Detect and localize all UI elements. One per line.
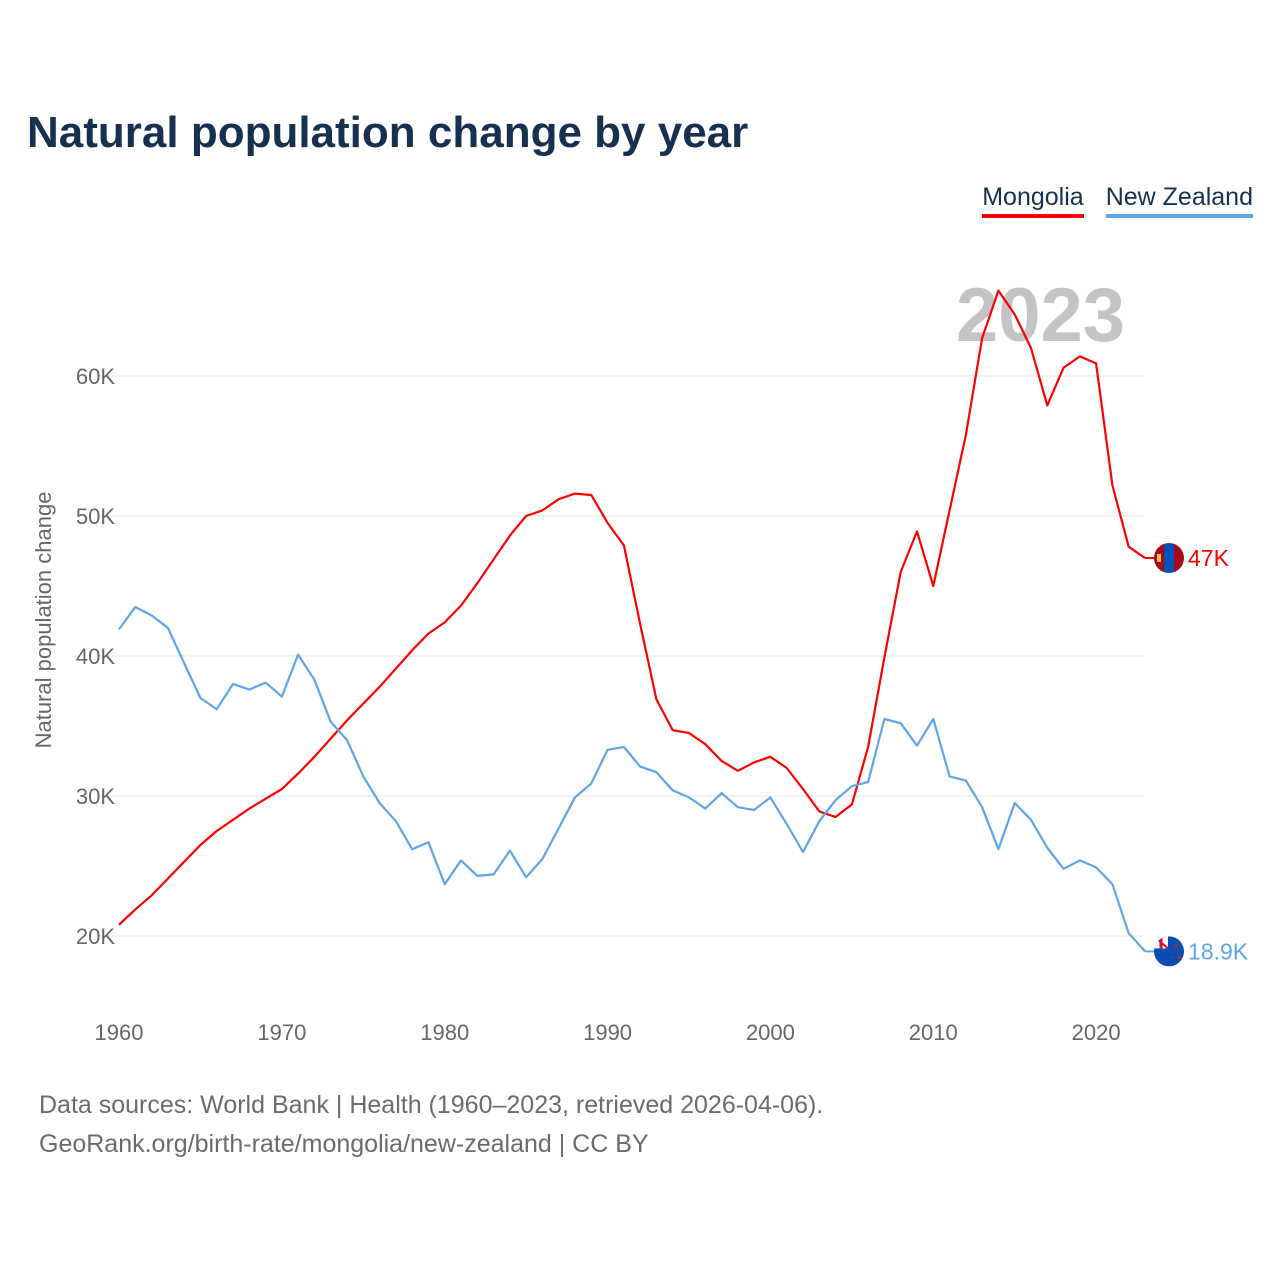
x-tick-label: 1990 [583,1020,632,1045]
y-tick-label: 60K [76,364,115,389]
x-tick-label: 1960 [95,1020,144,1045]
y-axis-title: Natural population change [31,492,56,749]
series-line-mongolia [118,289,1146,926]
y-tick-label: 20K [76,924,115,949]
x-tick-label: 2000 [746,1020,795,1045]
mongolia-flag-icon [1154,543,1184,573]
series-line-new-zealand [118,605,1146,953]
x-tick-label: 2020 [1072,1020,1121,1045]
y-tick-label: 40K [76,644,115,669]
x-tick-label: 1970 [257,1020,306,1045]
data-source-text: Data sources: World Bank | Health (1960–… [39,1091,824,1119]
y-tick-label: 30K [76,784,115,809]
end-value-label: 47K [1188,545,1230,571]
year-watermark: 2023 [956,273,1125,358]
end-value-label: 18.9K [1188,938,1249,964]
attribution-link[interactable]: GeoRank.org/birth-rate/mongolia/new-zeal… [39,1130,649,1158]
legend: Mongolia New Zealand [982,183,1253,218]
chart-title: Natural population change by year [27,108,749,157]
x-tick-label: 1980 [420,1020,469,1045]
legend-item-new-zealand[interactable]: New Zealand [1105,183,1253,218]
y-tick-label: 50K [76,504,115,529]
footer: Data sources: World Bank | Health (1960–… [39,1086,823,1164]
legend-item-mongolia[interactable]: Mongolia [982,183,1084,218]
x-tick-label: 2010 [909,1020,958,1045]
new-zealand-flag-icon [1154,936,1184,967]
